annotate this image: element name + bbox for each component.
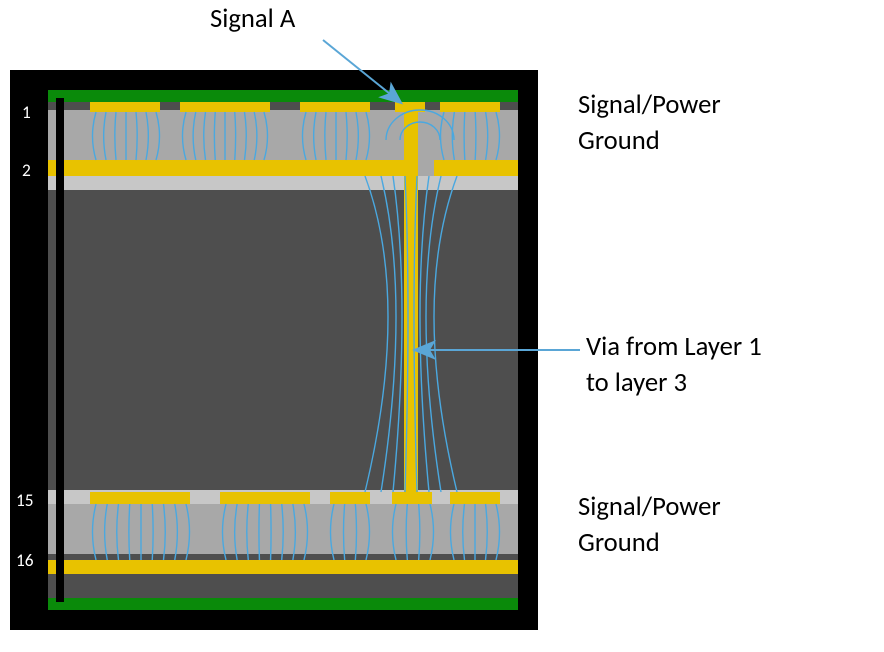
svg-text:1: 1 (22, 101, 31, 123)
label-via-line2: to layer 3 (586, 368, 687, 399)
label-signal-power-bot: Signal/Power (578, 492, 721, 523)
pcb-cross-section-diagram: 1 2 15 16 (0, 0, 884, 652)
label-via-line1: Via from Layer 1 (586, 332, 762, 363)
label-signal-power-top: Signal/Power (578, 90, 721, 121)
svg-text:2: 2 (22, 159, 31, 181)
label-signal-a: Signal A (210, 4, 295, 35)
svg-text:15: 15 (16, 489, 34, 511)
svg-text:16: 16 (16, 549, 34, 571)
label-ground-bot: Ground (578, 528, 660, 559)
label-ground-top: Ground (578, 126, 660, 157)
